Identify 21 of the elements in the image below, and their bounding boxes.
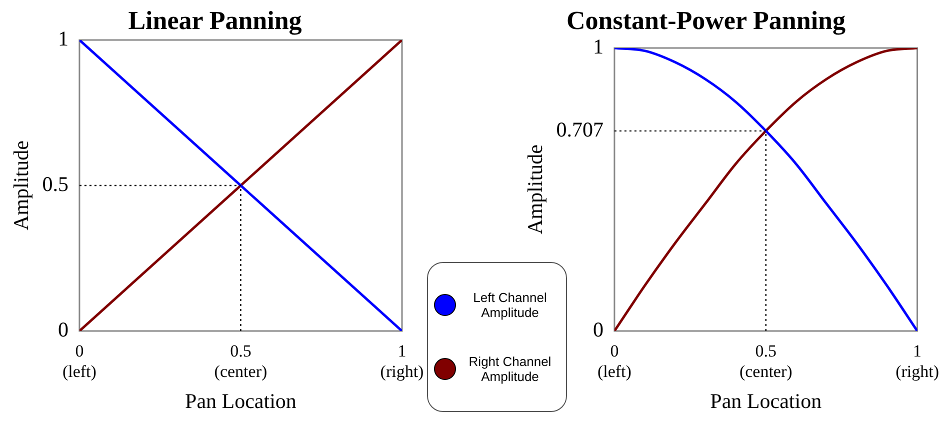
x-tick-label: 0 (left) (62, 342, 96, 382)
chart-title: Linear Panning (128, 6, 302, 35)
y-tick-label: 0.707 (556, 117, 604, 142)
y-tick-label: 1 (592, 34, 604, 59)
chart-title: Constant-Power Panning (565, 6, 847, 36)
x-tick-label: 0.5 (center) (739, 342, 792, 382)
line-series (614, 48, 918, 331)
y-axis-title: Amplitude (523, 144, 548, 234)
y-tick-label: 0 (58, 318, 68, 342)
y-axis-title: Amplitude (9, 140, 34, 230)
y-tick-label: 1 (58, 26, 68, 51)
x-tick-label: 0 (left) (597, 342, 632, 382)
x-tick-label: 1 (right) (896, 342, 940, 382)
legend-label: Left Channel Amplitude (472, 290, 548, 320)
x-axis-title: Pan Location (185, 388, 297, 413)
x-tick-label: 1 (right) (380, 342, 424, 382)
y-tick-label: 0.5 (42, 172, 68, 196)
x-axis-title: Pan Location (710, 388, 822, 413)
x-tick-label: 0.5 (center) (214, 342, 268, 382)
y-tick-label: 0 (592, 318, 604, 342)
legend-label: Right Channel Amplitude (468, 354, 552, 384)
